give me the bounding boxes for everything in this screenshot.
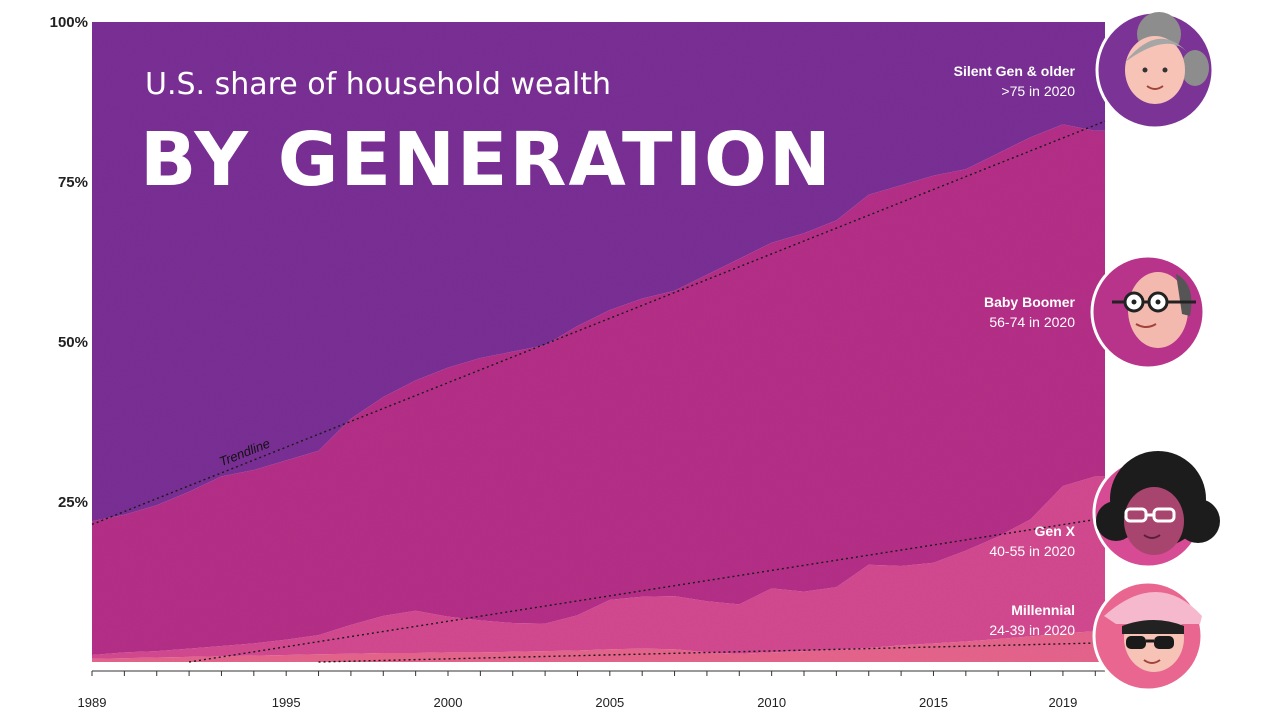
- chart-subtitle: U.S. share of household wealth: [145, 67, 611, 102]
- y-tick-label: 100%: [50, 14, 88, 31]
- area-gen-x: [92, 476, 1105, 659]
- trendline-1: [91, 120, 1106, 526]
- legend-label-silent-gen-older: Silent Gen & older: [954, 63, 1076, 79]
- y-tick-label: 75%: [58, 174, 88, 191]
- x-tick-label: 1995: [272, 695, 301, 710]
- legend-detail-baby-boomer: 56-74 in 2020: [989, 314, 1075, 330]
- x-tick-label: 1989: [78, 695, 107, 710]
- y-tick-label: 25%: [58, 494, 88, 511]
- y-tick-label: 50%: [58, 334, 88, 351]
- stacked-areas: [92, 22, 1105, 662]
- gen-x-avatar-icon: [1092, 451, 1220, 569]
- x-axis: 1989 1995 2000 2005 2010 2015 2019: [78, 670, 1105, 710]
- y-axis: 100% 75% 50% 25%: [50, 14, 88, 511]
- legend-detail-gen-x: 40-55 in 2020: [989, 543, 1075, 559]
- area-baby-boomer: [92, 124, 1105, 655]
- chart-title: BY GENERATION: [140, 117, 833, 203]
- area-silent-gen-older: [92, 22, 1105, 522]
- baby-boomer-avatar-icon: [1090, 254, 1206, 370]
- generation-legend: Silent Gen & older >75 in 2020 Baby Boomer…: [954, 10, 1220, 692]
- x-tick-label: 2015: [919, 695, 948, 710]
- legend-label-gen-x: Gen X: [1035, 523, 1076, 539]
- x-tick-label: 2019: [1048, 695, 1077, 710]
- chart-title-block: U.S. share of household wealth BY GENERA…: [140, 67, 833, 203]
- area-millennial: [92, 631, 1105, 662]
- legend-label-baby-boomer: Baby Boomer: [984, 294, 1076, 310]
- millennial-avatar-icon: [1092, 580, 1204, 692]
- x-tick-label: 2000: [434, 695, 463, 710]
- legend-detail-silent-gen-older: >75 in 2020: [1001, 83, 1075, 99]
- x-tick-label: 2005: [595, 695, 624, 710]
- legend-label-millennial: Millennial: [1011, 602, 1075, 618]
- x-tick-label: 2010: [757, 695, 786, 710]
- trendline-3: [318, 642, 1106, 663]
- silent-gen-avatar-icon: [1095, 10, 1215, 130]
- legend-detail-millennial: 24-39 in 2020: [989, 622, 1075, 638]
